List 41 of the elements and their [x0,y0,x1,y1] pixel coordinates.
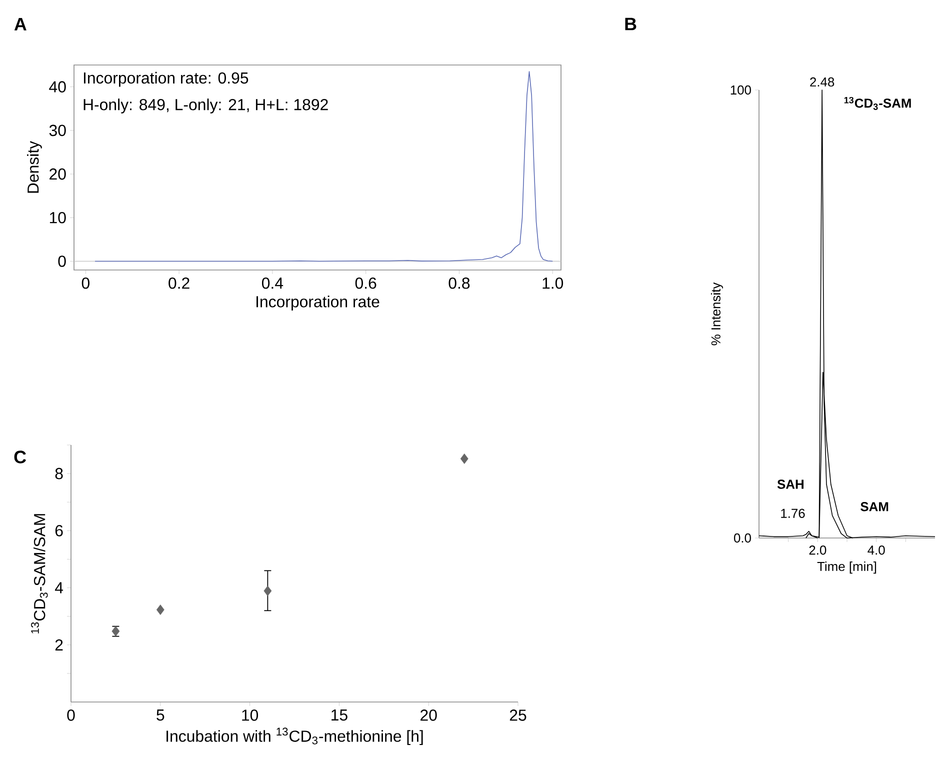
x-tick-label: 4.0 [868,546,885,555]
annotation: H-only: 849, L-only: 21, H+L: 1892 [84,98,328,114]
annotation: 1.76 [781,508,805,518]
x-tick-label: 15 [332,710,348,721]
text: 2.48 [810,77,834,87]
y-tick-label: 8 [55,468,63,480]
y-tick-label: 30 [49,124,66,136]
chart-title: B [625,18,636,30]
x-tick-label: 10 [242,710,258,721]
x-axis-title: Incorporation rate [256,296,380,311]
y-tick-label: 4 [54,582,64,594]
y-axis-title: % Intensity [710,282,724,346]
y-axis-title: Density [27,140,42,193]
x-axis-title: Incubation with $^{13}$CD$_{3}$-methionine [h] [166,728,423,746]
y-tick-label: 0 [58,256,66,267]
annotation: SAM [860,502,888,512]
chart-title: A [14,18,26,30]
annotation: SAH [777,480,804,489]
x-tick-label: 0.6 [355,278,376,289]
x-tick-label: 0 [82,278,90,289]
x-tick-label: 20 [420,710,437,721]
x-tick-label: 0 [67,710,75,721]
x-tick-label: 0.4 [262,278,284,289]
chart-title: C [14,450,26,464]
y-tick-label: 100 [730,85,751,95]
x-tick-label: 1.0 [542,278,564,289]
y-tick-label: 40 [49,81,66,92]
x-tick-label: 0.2 [168,278,190,289]
y-axis-title: $^{13}$CD$_{3}$-SAM/SAM [31,514,48,634]
annotation: $^{13}$CD$_{3}$-SAM [844,96,911,110]
annotation: Incorporation rate: 0.95 [84,72,248,87]
x-tick-label: 0.8 [448,278,470,289]
y-tick-label: 20 [50,168,66,180]
x-tick-label: 25 [510,710,526,721]
x-tick-label: 5 [156,710,164,721]
x-tick-label: 2.0 [809,546,826,555]
y-tick-label: 6 [55,525,63,536]
y-tick-label: 10 [50,212,66,224]
y-tick-label: 2 [55,639,63,650]
y-tick-label: 0.0 [734,533,751,543]
x-axis-title: Time [min] [817,562,876,574]
